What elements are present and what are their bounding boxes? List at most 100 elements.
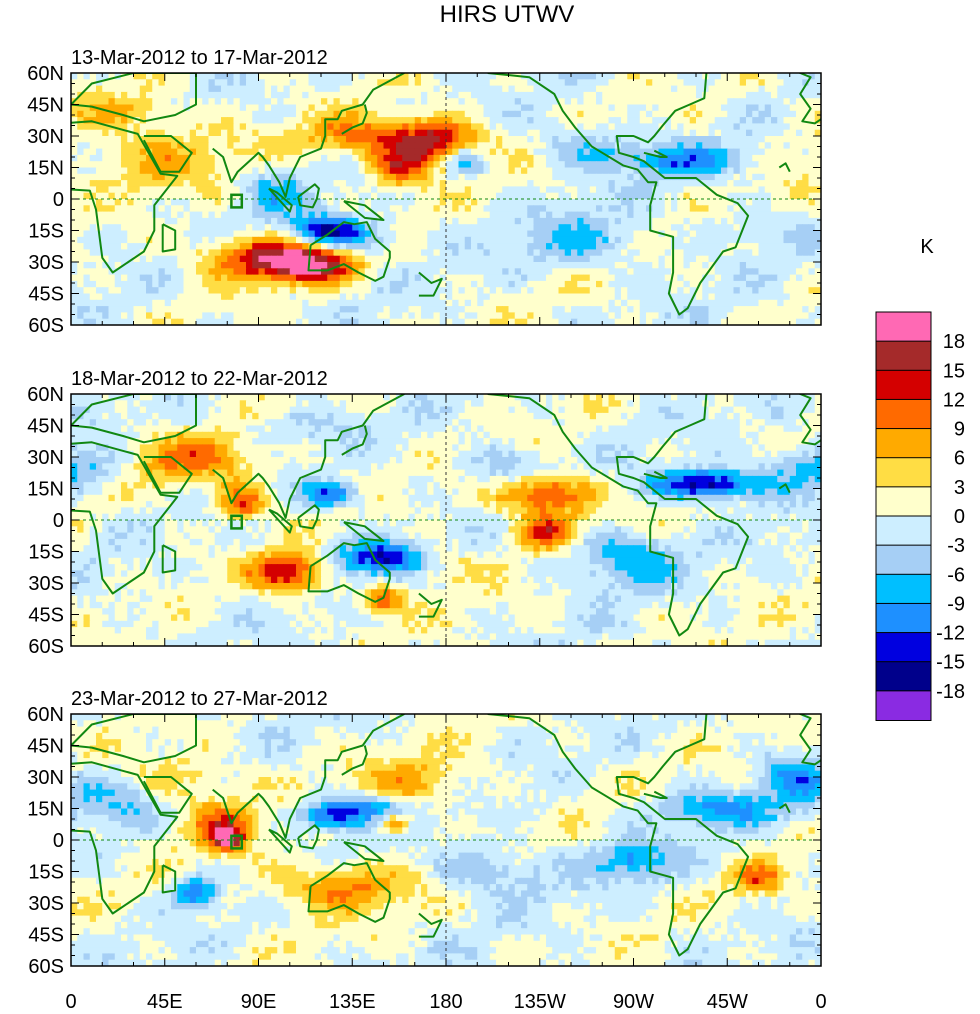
field-cell [808,236,816,244]
field-cell [96,306,103,313]
field-cell [452,123,460,131]
field-cell [527,186,535,194]
field-cell [133,262,141,269]
field-cell [208,262,216,269]
field-cell [427,280,435,288]
field-cell [739,148,747,156]
field-cell [521,85,528,93]
field-cell [721,73,728,80]
field-cell [583,79,591,87]
field-cell [483,293,491,301]
field-cell [208,236,216,244]
field-cell [689,249,697,257]
field-cell [283,85,291,93]
field-cell [252,91,260,99]
field-cell [614,167,622,175]
field-cell [321,287,328,295]
y-tick-label: 15N [27,158,64,180]
field-cell [346,167,353,175]
field-cell [777,79,785,87]
field-cell [571,205,578,213]
field-cell [339,79,347,87]
field-cell [189,123,197,131]
field-cell [427,173,435,181]
field-cell [758,161,766,169]
field-cell [408,243,416,250]
field-cell [514,98,522,106]
field-cell [458,173,466,181]
field-cell [158,161,166,169]
field-cell [264,243,272,250]
field-cell [764,98,772,106]
field-cell [671,186,678,194]
field-cell [658,274,666,282]
field-cell [89,268,97,276]
field-cell [208,85,216,93]
field-cell [264,312,272,320]
field-cell [727,154,735,162]
field-cell [439,98,447,106]
field-cell [264,211,272,219]
field-cell [777,192,785,200]
field-cell [602,167,610,175]
field-cell [464,136,472,143]
field-cell [789,186,797,194]
field-cell [808,167,816,175]
field-cell [639,186,647,194]
field-cell [546,262,553,269]
field-cell [264,129,272,137]
field-cell [796,249,803,257]
field-cell [121,268,128,276]
field-cell [358,280,366,288]
field-cell [252,136,260,143]
field-cell [602,123,610,131]
field-cell [558,293,566,301]
field-cell [739,123,747,131]
field-cell [552,167,560,175]
field-cell [358,394,366,401]
field-cell [421,104,428,112]
field-cell [421,154,428,162]
field-cell [227,98,235,106]
field-cell [621,180,628,187]
field-cell [108,293,116,301]
field-cell [664,136,672,143]
field-cell [602,268,610,276]
field-cell [502,299,510,307]
field-cell [239,230,247,238]
field-cell [477,136,485,143]
field-cell [702,217,710,225]
field-cell [408,142,416,150]
field-cell [202,79,210,87]
field-cell [514,255,522,263]
field-cell [277,280,285,288]
field-cell [177,192,185,200]
field-cell [389,129,397,137]
field-cell [496,110,503,118]
field-cell [421,192,428,200]
field-cell [146,230,153,238]
field-cell [177,73,185,80]
field-cell [714,186,722,194]
field-cell [308,287,316,295]
field-cell [346,318,353,325]
field-cell [71,249,78,257]
field-cell [633,129,641,137]
field-cell [289,79,297,87]
field-cell [777,91,785,99]
field-cell [327,312,335,320]
field-cell [527,180,535,187]
field-cell [364,173,372,181]
field-cell [96,211,103,219]
field-cell [233,186,241,194]
field-cell [377,394,385,401]
field-cell [814,236,821,244]
field-cell [583,129,591,137]
field-cell [371,287,378,295]
field-cell [108,205,116,213]
field-cell [158,274,166,282]
field-cell [508,243,516,250]
field-cell [158,98,166,106]
field-cell [83,104,91,112]
field-cell [346,255,353,263]
